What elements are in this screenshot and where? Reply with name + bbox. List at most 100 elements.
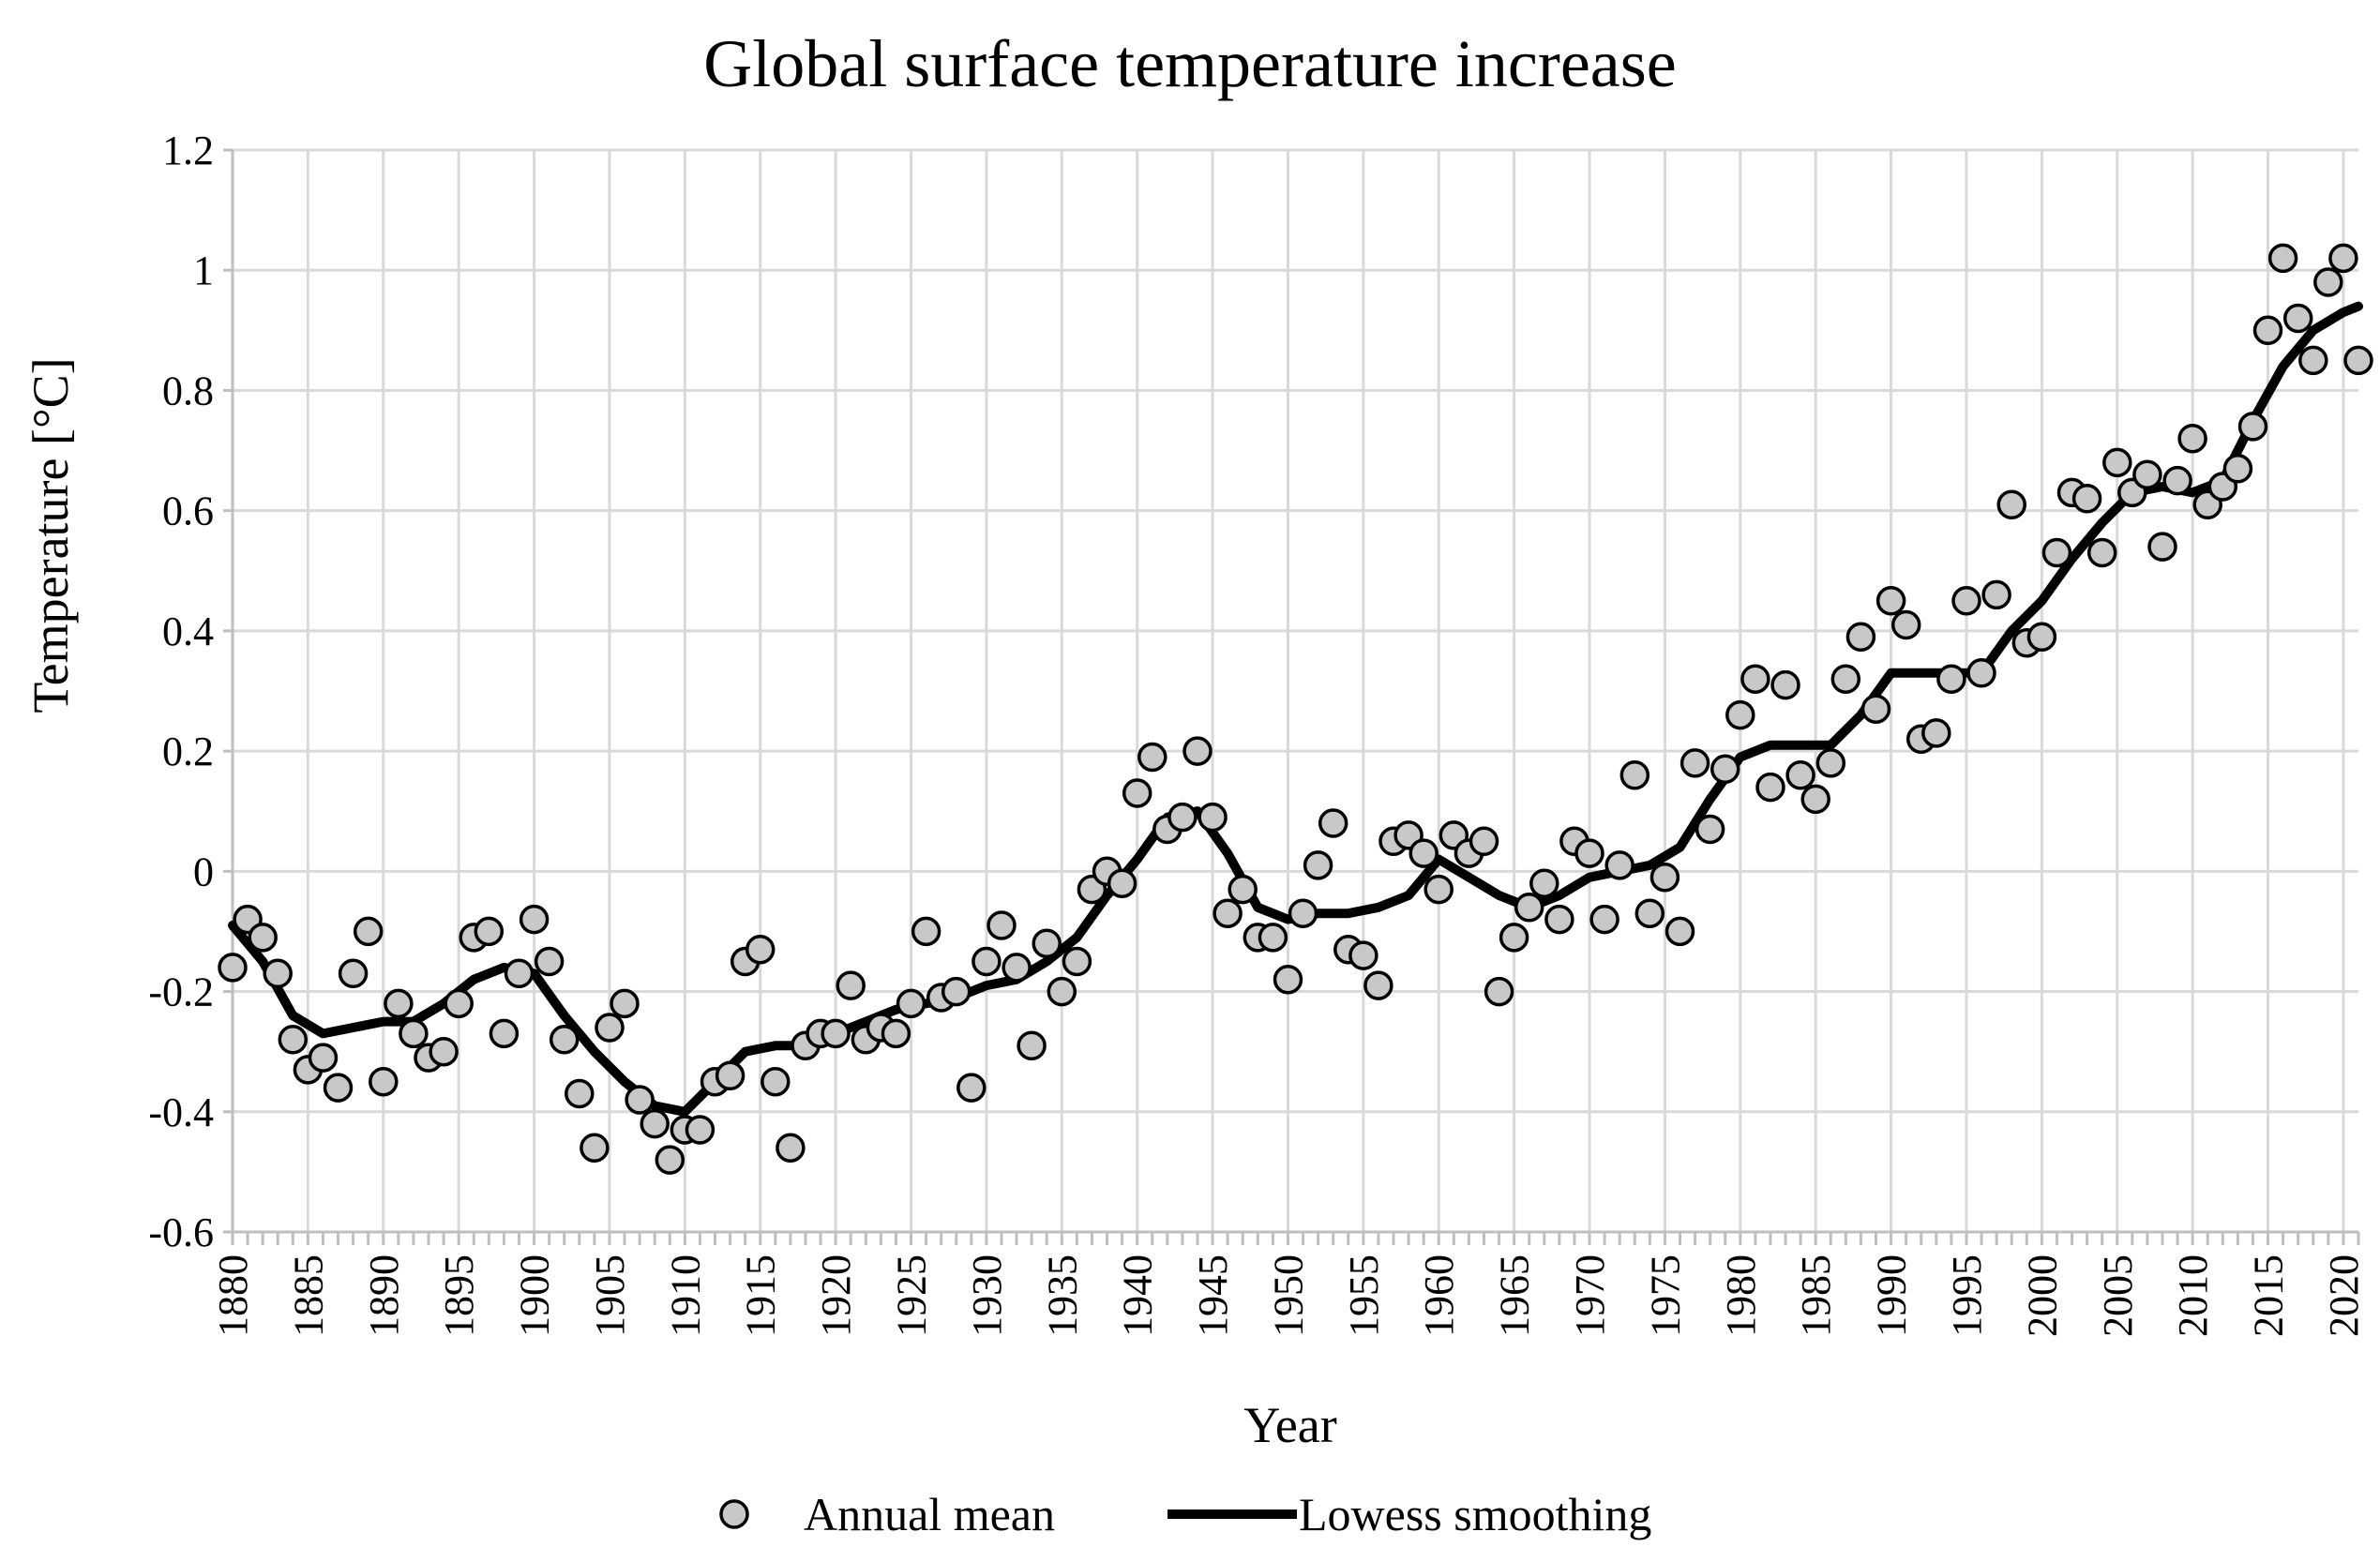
annual-mean-point	[2026, 622, 2057, 653]
annual-mean-point	[1122, 778, 1152, 808]
x-tick-label: 2015	[2246, 1254, 2292, 1337]
annual-mean-point	[549, 1025, 580, 1055]
axes	[223, 148, 2360, 1245]
y-tick-label: 0.4	[162, 608, 214, 654]
x-tick-label: 1940	[1115, 1254, 1161, 1337]
annual-mean-point	[1740, 664, 1770, 694]
annual-mean-point	[1499, 923, 1529, 953]
y-tick-label: 1.2	[162, 128, 214, 173]
x-tick-label: 1965	[1492, 1254, 1538, 1337]
annual-mean-point	[1860, 694, 1891, 724]
annual-mean-point	[1664, 916, 1695, 947]
x-tick-label: 1995	[1944, 1254, 1990, 1337]
annual-mean-point	[1047, 976, 1077, 1007]
y-tick-label: -0.4	[148, 1089, 214, 1135]
legend: Annual mean Lowess smoothing	[719, 1488, 1651, 1540]
annual-mean-point	[504, 958, 535, 989]
x-tick-label: 1890	[361, 1254, 407, 1337]
annual-mean-point	[278, 1025, 309, 1055]
annual-mean-point	[2132, 459, 2162, 489]
y-tick-label: 0.6	[162, 488, 214, 534]
annual-mean-point	[821, 1018, 851, 1049]
annual-mean-point	[1951, 586, 1981, 616]
annual-mean-point	[1634, 898, 1665, 928]
annual-mean-point	[1981, 579, 2011, 610]
x-tick-label: 2020	[2321, 1254, 2367, 1337]
annual-mean-point	[987, 910, 1017, 940]
annual-mean-point	[444, 988, 474, 1019]
annual-mean-point	[685, 1115, 716, 1145]
y-tick-label: 1	[193, 248, 214, 293]
x-tick-label: 1880	[210, 1254, 256, 1337]
annual-mean-point	[308, 1043, 339, 1073]
y-tick-label: 0.8	[162, 368, 214, 413]
x-tick-labels: 1880 1885 1890 1895 1900 1905 1910 1915 1920 1925…	[210, 1254, 2367, 1337]
annual-mean-point	[1755, 772, 1785, 803]
chart-title: Global surface temperature increase	[703, 26, 1676, 101]
annual-mean-point	[610, 988, 640, 1019]
annual-mean-point	[2237, 412, 2268, 442]
annual-mean-point	[338, 958, 369, 989]
annual-mean-point	[1303, 850, 1333, 880]
x-axis-label: Year	[1243, 1397, 1337, 1453]
y-tick-label: 0	[193, 849, 214, 894]
annual-mean-point	[2267, 243, 2298, 274]
annual-mean-point	[2177, 423, 2207, 454]
legend-label-lowess-smoothing: Lowess smoothing	[1299, 1488, 1651, 1540]
x-tick-label: 1970	[1567, 1254, 1613, 1337]
annual-mean-point	[1017, 1030, 1047, 1061]
annual-mean-point	[1469, 826, 1499, 857]
annual-mean-point	[1032, 928, 1062, 959]
annual-mean-point	[565, 1078, 595, 1109]
annual-mean-point	[489, 1018, 520, 1049]
annual-mean-point	[640, 1108, 670, 1139]
x-tick-label: 1895	[436, 1254, 482, 1337]
annual-mean-point	[1198, 802, 1228, 833]
annual-mean-point	[474, 916, 505, 947]
annual-mean-point	[1107, 868, 1137, 898]
annual-mean-point	[957, 1073, 987, 1103]
annual-mean-point	[972, 946, 1002, 977]
annual-mean-point	[2343, 345, 2373, 376]
annual-mean-point	[429, 1036, 459, 1067]
annual-mean-point	[2282, 303, 2313, 334]
annual-mean-point	[1845, 622, 1876, 653]
annual-mean-point	[1002, 953, 1032, 983]
annual-mean-point	[369, 1066, 399, 1097]
annual-mean-point	[1966, 658, 1996, 688]
annual-mean-point	[1318, 808, 1348, 838]
annual-mean-point	[1182, 736, 1213, 766]
annual-mean-point	[1137, 742, 1167, 773]
annual-mean-point	[399, 1018, 429, 1049]
annual-mean-point	[384, 988, 414, 1019]
x-tick-label: 1900	[512, 1254, 558, 1337]
x-tick-label: 1985	[1793, 1254, 1839, 1337]
annual-mean-point	[595, 1013, 625, 1043]
annual-mean-point	[1574, 838, 1604, 868]
annual-mean-point	[534, 946, 565, 977]
annual-mean-point	[1800, 784, 1830, 815]
annual-mean-point	[715, 1060, 746, 1091]
y-tick-label: -0.2	[148, 969, 214, 1015]
annual-mean-point	[1710, 754, 1740, 785]
x-tick-label: 1920	[813, 1254, 859, 1337]
annual-mean-point	[1348, 940, 1378, 970]
annual-mean-point	[2252, 315, 2283, 346]
annual-mean-point	[1514, 893, 1544, 923]
annual-mean-point	[1273, 964, 1303, 995]
y-tick-label: 0.2	[162, 728, 214, 774]
annual-mean-point	[1167, 802, 1198, 833]
annual-mean-point	[2313, 267, 2343, 297]
x-tick-label: 1925	[889, 1254, 935, 1337]
annual-mean-point	[941, 976, 972, 1007]
annual-mean-point	[2328, 243, 2358, 274]
annual-mean-point	[776, 1133, 806, 1163]
annual-mean-point	[1815, 748, 1846, 778]
annual-mean-point	[1062, 946, 1092, 977]
x-tick-label: 1955	[1341, 1254, 1387, 1337]
x-tick-label: 1915	[738, 1254, 784, 1337]
x-tick-label: 1960	[1416, 1254, 1462, 1337]
annual-mean-point	[1785, 760, 1815, 790]
